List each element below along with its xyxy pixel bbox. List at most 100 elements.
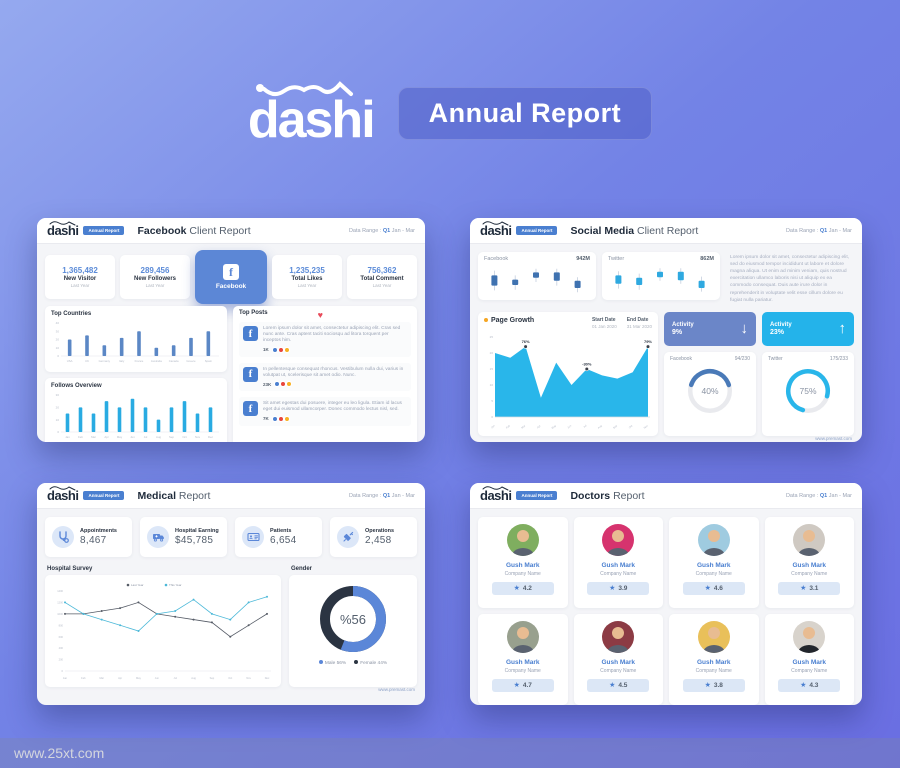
svg-text:Nov: Nov [246,676,251,680]
page-growth-area-chart: 0 5 10 15 20 25 Jan Feb Mar Apr May Jun Jul Aug Sep Oct… [490,335,653,430]
dashi-logo-small: dashi [480,221,512,238]
svg-text:UK: UK [85,359,89,363]
rating-badge: ★ 4.3 [778,679,841,692]
social-media-report-panel: dashi Annual Report Social Media Client … [470,218,862,442]
data-range-control[interactable]: Data Range : Q1 Jan - Mar [786,228,852,234]
svg-text:30: 30 [56,393,60,397]
stat-label: Operations [365,528,395,534]
dashi-logo-small: dashi [47,221,79,238]
stat-card-total-likes: 1,235,235 Total Likes Last Year [272,255,342,299]
gender-donut-chart [320,586,386,652]
svg-text:79%: 79% [644,339,652,344]
follows-overview-card: Follows Overview 0 10 20 30 Jan Feb Mar Apr May J… [45,378,227,442]
top-countries-card: Top Countries 0 10 20 30 40 USA UK Germany Italy… [45,306,227,372]
activity-up-tile[interactable]: Activity 23% ↑ [762,311,854,346]
svg-text:Oct: Oct [228,676,232,680]
doctor-company: Company Name [695,668,732,674]
post-body: Lorem ipsum dolor sit amet, consectetur … [263,326,407,353]
facebook-button[interactable]: f Facebook [195,250,267,304]
legend-label: Female 44% [360,661,388,666]
star-icon: ★ [513,682,520,689]
svg-text:Nov: Nov [643,423,650,429]
doctor-card[interactable]: Gush Mark Company Name ★ 4.5 [573,614,663,705]
data-range-quarter: Q1 [382,227,391,234]
doctors-grid: Gush Mark Company Name ★ 4.2 Gush Mark Compan… [478,517,854,705]
ambulance-icon [147,526,169,548]
stat-value: 1,365,482 [62,266,98,275]
svg-text:20: 20 [56,406,60,410]
stat-label: Total Likes [291,276,323,282]
gender-donut: %56 [319,585,387,653]
stat-value: 2,458 [365,535,392,546]
panel-header: dashi Annual Report Doctors Report Data … [470,483,862,509]
stat-card-new-followers: 289,456 New Followers Last Year [120,255,190,299]
post-item[interactable]: f Sit amet egestas dui posuere, integer … [239,397,411,426]
doctor-card[interactable]: Gush Mark Company Name ★ 4.7 [478,614,568,705]
chart-title: Top Countries [51,311,92,317]
doctor-card[interactable]: Gush Mark Company Name ★ 4.2 [478,517,568,608]
logo-squiggle-icon [482,221,509,226]
doctor-card[interactable]: Gush Mark Company Name ★ 4.3 [764,614,854,705]
website-link[interactable]: www.premast.com [815,435,852,441]
panel-body: 1,365,482 New Visitor Last Year 289,456 … [37,244,425,442]
doctor-card[interactable]: Gush Mark Company Name ★ 3.1 [764,517,854,608]
stat-value: 756,362 [367,266,397,275]
heart-icon: ♥ [317,310,323,320]
annual-report-badge-small: Annual Report [83,226,125,235]
follows-overview-bar-chart: 0 10 20 30 Jan Feb Mar Apr May Jun Jul Aug Sep Oct Nov… [56,393,219,439]
dashi-logo-small: dashi [47,486,79,503]
start-date-value: 01 Jan 2020 [591,323,617,329]
haha-reaction-icon [283,346,290,353]
social-top-row: Facebook 942M Twitter 862M Lorem ipsum d… [478,252,854,304]
rating-badge: ★ 4.6 [682,582,745,595]
activity-down-tile[interactable]: Activity 9% ↓ [664,311,756,346]
svg-text:Canada: Canada [169,359,179,363]
haha-reaction-icon [286,381,293,388]
star-icon: ★ [609,585,616,592]
data-range-control[interactable]: Data Range : Q1 Jan - Mar [349,228,415,234]
doctor-company: Company Name [504,571,541,577]
doctor-card[interactable]: Gush Mark Company Name ★ 4.6 [669,517,759,608]
stat-sublabel: Last Year [70,283,90,288]
svg-text:Feb: Feb [81,676,86,680]
annual-report-badge-small: Annual Report [83,491,125,500]
website-link[interactable]: www.premast.com [378,687,415,692]
stat-card-new-visitor: 1,365,482 New Visitor Last Year [45,255,115,299]
doctor-company: Company Name [600,571,637,577]
svg-text:Germany: Germany [99,359,111,363]
svg-text:Aug: Aug [156,435,161,439]
start-date-field[interactable]: Start Date 01 Jan 2020 [592,317,617,329]
patient-card-icon [242,526,264,548]
facebook-charts-row: Top Countries 0 10 20 30 40 USA UK Germany Italy… [45,306,417,442]
doctor-card[interactable]: Gush Mark Company Name ★ 3.9 [573,517,663,608]
end-date-label: End Date [626,316,649,323]
gender-card: %56 Male 56% Female 44% [289,575,417,687]
end-date-field[interactable]: End Date 31 Mar 2020 [627,317,652,329]
watermark-text: www.25xt.com [14,745,105,761]
rating-value: 3.8 [713,682,723,689]
rating-value: 3.9 [618,585,628,592]
candle-card-name: Twitter [608,256,625,262]
watermark-strip: www.25xt.com [0,738,900,768]
star-icon: ★ [800,682,807,689]
post-item[interactable]: f Lorem ipsum dolor sit amet, consectetu… [239,322,411,357]
stat-value: 6,654 [270,535,297,546]
data-range-control[interactable]: Data Range : Q1 Jan - Mar [786,493,852,499]
panel-title: Doctors Report [570,490,644,502]
candle-card-value: 942M [576,256,590,262]
gauge-header: Facebook 94/230 [670,356,750,362]
rating-badge: ★ 4.7 [491,679,554,692]
female-dot-icon [354,660,359,664]
post-item[interactable]: f In pellentesque consequat rhoncus. Ves… [239,362,411,392]
svg-text:France: France [135,359,144,363]
svg-text:Mar: Mar [520,423,526,428]
page-growth-title-text: Page Growth [491,316,535,324]
love-reaction-icon [277,346,284,353]
panel-title-rest: Report [613,489,645,502]
data-range-control[interactable]: Data Range : Q1 Jan - Mar [349,493,415,499]
svg-text:0: 0 [57,430,59,434]
facebook-stats-row: 1,365,482 New Visitor Last Year 289,456 … [45,250,417,304]
panel-header: dashi Annual Report Medical Report Data … [37,483,425,509]
doctor-card[interactable]: Gush Mark Company Name ★ 3.8 [669,614,759,705]
syringe-icon [337,526,359,548]
